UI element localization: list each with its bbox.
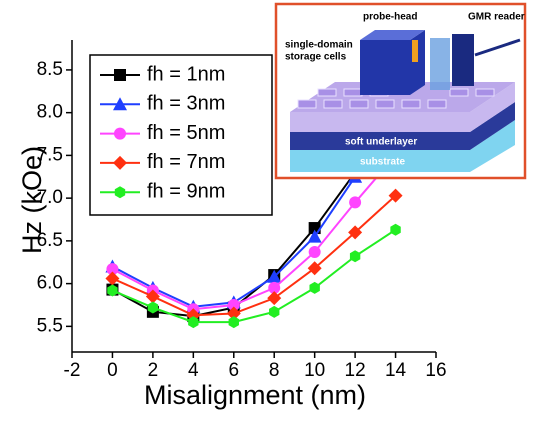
x-tick-label: 0: [107, 360, 118, 381]
coil: [412, 40, 418, 62]
marker: [350, 250, 360, 262]
inset-label: storage cells: [285, 52, 347, 63]
inset-label: GMR reader: [468, 12, 525, 23]
marker: [229, 316, 239, 328]
x-tick-label: 6: [228, 360, 239, 381]
y-tick-label: 8.0: [37, 102, 63, 123]
marker: [390, 224, 400, 236]
legend-label: fh = 5nm: [147, 122, 225, 144]
marker: [267, 291, 281, 305]
y-tick-label: 6.5: [37, 230, 63, 251]
x-tick-label: 14: [385, 360, 407, 381]
marker: [309, 246, 321, 258]
marker: [114, 128, 126, 140]
x-tick-label: 16: [425, 360, 446, 381]
x-tick-label: 2: [148, 360, 159, 381]
marker: [269, 306, 279, 318]
y-tick-label: 8.5: [37, 59, 63, 80]
chart: Misalignment (nm) Hz (kOe) 5.56.06.57.07…: [0, 0, 538, 432]
inset-label: substrate: [360, 157, 405, 168]
x-tick-label: 10: [304, 360, 325, 381]
y-tick-label: 7.5: [37, 144, 63, 165]
marker: [114, 69, 126, 81]
x-tick-label: 4: [188, 360, 199, 381]
y-tick-label: 7.0: [37, 187, 63, 208]
x-tick-label: 8: [269, 360, 280, 381]
x-tick-label: -2: [64, 360, 81, 381]
legend-label: fh = 7nm: [147, 151, 225, 173]
legend-label: fh = 9nm: [147, 180, 225, 202]
marker: [349, 196, 361, 208]
inset-label: single-domain: [285, 40, 353, 51]
legend-label: fh = 1nm: [147, 63, 225, 85]
shield: [452, 34, 474, 86]
marker: [309, 282, 319, 294]
marker: [105, 271, 119, 285]
gmr-shape: [430, 38, 450, 90]
y-tick-label: 5.5: [37, 315, 63, 336]
legend-label: fh = 3nm: [147, 93, 225, 115]
x-tick-label: 12: [345, 360, 366, 381]
inset-label: probe-head: [363, 12, 417, 23]
y-tick-label: 6.0: [37, 273, 63, 294]
x-axis-label: Misalignment (nm): [144, 380, 366, 410]
inset-label: soft underlayer: [345, 137, 417, 148]
inset-image: probe-head GMR reader single-domain stor…: [276, 4, 525, 178]
